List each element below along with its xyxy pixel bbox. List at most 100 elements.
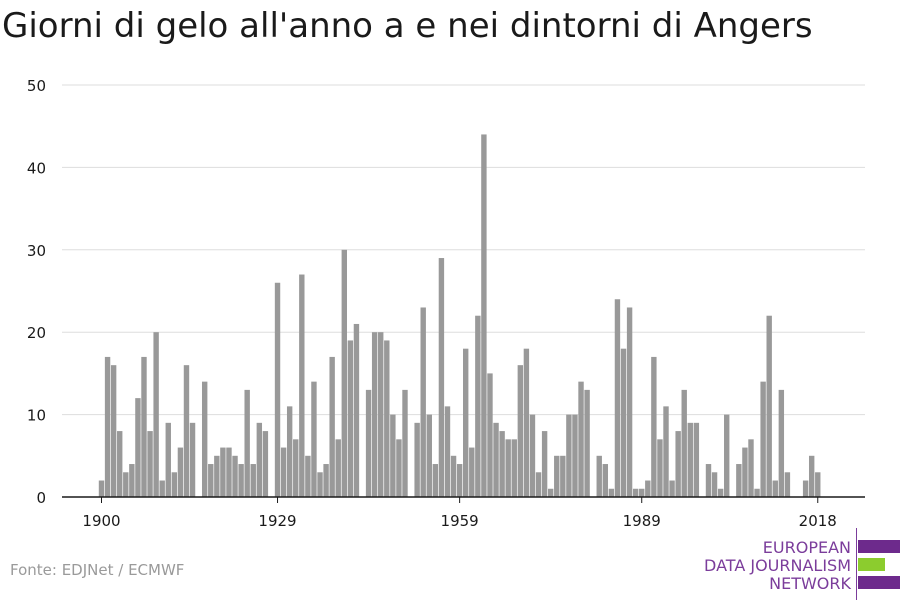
logo-text-line-3: NETWORK bbox=[769, 574, 851, 593]
bars bbox=[98, 134, 821, 497]
bar-1909 bbox=[153, 332, 159, 497]
bar-1974 bbox=[547, 488, 554, 497]
bar-1915 bbox=[189, 422, 196, 497]
bar-1980 bbox=[584, 389, 590, 497]
bar-1935 bbox=[311, 381, 317, 497]
bar-1904 bbox=[123, 472, 129, 497]
bar-1984 bbox=[608, 488, 615, 497]
bar-1996 bbox=[681, 389, 687, 497]
bar-1942 bbox=[353, 323, 360, 497]
bar-1957 bbox=[444, 406, 451, 497]
bar-1938 bbox=[329, 356, 335, 497]
gridlines bbox=[62, 84, 865, 416]
bar-1939 bbox=[335, 439, 341, 497]
bar-2011 bbox=[772, 480, 778, 497]
bar-2008 bbox=[754, 488, 760, 497]
bar-1993 bbox=[663, 406, 669, 497]
bar-2005 bbox=[736, 464, 742, 497]
y-axis-labels: 0 10 20 30 40 50 bbox=[27, 77, 46, 507]
x-tick-label: 1959 bbox=[441, 512, 479, 530]
bar-2012 bbox=[778, 389, 785, 497]
bar-2002 bbox=[717, 488, 724, 497]
bar-1905 bbox=[129, 464, 135, 497]
bar-2000 bbox=[705, 464, 712, 497]
bar-1990 bbox=[645, 480, 651, 497]
bar-1927 bbox=[262, 431, 269, 497]
bar-1902 bbox=[110, 365, 117, 497]
logo-divider bbox=[856, 528, 857, 600]
bar-2007 bbox=[748, 439, 754, 497]
logo-text-line-1: EUROPEAN bbox=[762, 538, 851, 557]
bar-1924 bbox=[244, 389, 250, 497]
bar-1934 bbox=[305, 455, 311, 497]
bar-1936 bbox=[317, 472, 323, 497]
bar-1962 bbox=[475, 315, 481, 497]
bar-1918 bbox=[208, 464, 214, 497]
bar-1972 bbox=[535, 472, 542, 497]
bar-1983 bbox=[602, 464, 609, 497]
logo-bar-green bbox=[858, 558, 885, 571]
edjnet-logo: EUROPEAN DATA JOURNALISM NETWORK bbox=[700, 528, 900, 600]
bar-1967 bbox=[505, 439, 511, 497]
source-credit: Fonte: EDJNet / ECMWF bbox=[10, 561, 185, 579]
bar-1925 bbox=[250, 464, 256, 497]
bar-1932 bbox=[293, 439, 299, 497]
bar-1998 bbox=[693, 422, 700, 497]
bar-1910 bbox=[159, 480, 165, 497]
bar-1953 bbox=[420, 307, 426, 497]
bar-1914 bbox=[183, 365, 190, 497]
bar-1961 bbox=[469, 447, 475, 497]
bar-1959 bbox=[456, 464, 463, 497]
x-axis-labels: 1900 1929 1959 1989 2018 bbox=[82, 512, 836, 530]
bar-1986 bbox=[620, 348, 627, 497]
bar-1933 bbox=[299, 274, 305, 497]
bar-1991 bbox=[651, 356, 657, 497]
bar-1995 bbox=[675, 431, 681, 497]
bar-1968 bbox=[511, 439, 517, 497]
logo-text-line-2: DATA JOURNALISM bbox=[704, 556, 851, 575]
bar-1997 bbox=[687, 422, 693, 497]
bar-1906 bbox=[135, 398, 141, 497]
bar-2010 bbox=[766, 315, 772, 497]
bar-1947 bbox=[384, 340, 390, 497]
bar-1917 bbox=[201, 381, 208, 497]
bar-1937 bbox=[323, 464, 329, 497]
bar-1922 bbox=[232, 455, 238, 497]
x-tick-label: 1900 bbox=[82, 512, 120, 530]
bar-1978 bbox=[572, 414, 578, 497]
bar-1919 bbox=[214, 455, 220, 497]
bar-2018 bbox=[815, 472, 821, 497]
bar-1976 bbox=[560, 455, 566, 497]
bar-1901 bbox=[104, 356, 111, 497]
y-tick-label: 40 bbox=[27, 159, 46, 177]
bar-1929 bbox=[274, 282, 281, 497]
bar-1979 bbox=[578, 381, 584, 497]
bar-1992 bbox=[657, 439, 663, 497]
x-tick-label: 1989 bbox=[623, 512, 661, 530]
bar-1975 bbox=[554, 455, 560, 497]
bar-1945 bbox=[371, 332, 378, 497]
bar-1940 bbox=[341, 249, 347, 497]
bar-1948 bbox=[390, 414, 396, 497]
x-axis bbox=[62, 496, 865, 503]
y-tick-label: 10 bbox=[27, 407, 46, 425]
bar-1921 bbox=[226, 447, 232, 497]
bar-1960 bbox=[463, 348, 469, 497]
logo-bar-purple-bottom bbox=[858, 576, 900, 589]
bar-1965 bbox=[493, 422, 499, 497]
bar-1954 bbox=[426, 414, 432, 497]
bar-1900 bbox=[98, 480, 105, 497]
bar-1908 bbox=[147, 431, 153, 497]
bar-2001 bbox=[711, 472, 718, 497]
bar-1973 bbox=[541, 431, 548, 497]
x-tick-label: 2018 bbox=[799, 512, 837, 530]
bar-1956 bbox=[438, 258, 445, 497]
bar-1966 bbox=[499, 431, 505, 497]
bar-2017 bbox=[808, 455, 815, 497]
bar-1949 bbox=[396, 439, 402, 497]
bar-1970 bbox=[523, 348, 530, 497]
bar-1903 bbox=[117, 431, 123, 497]
bar-1931 bbox=[286, 406, 293, 497]
y-tick-label: 0 bbox=[36, 489, 46, 507]
bar-1913 bbox=[177, 447, 184, 497]
